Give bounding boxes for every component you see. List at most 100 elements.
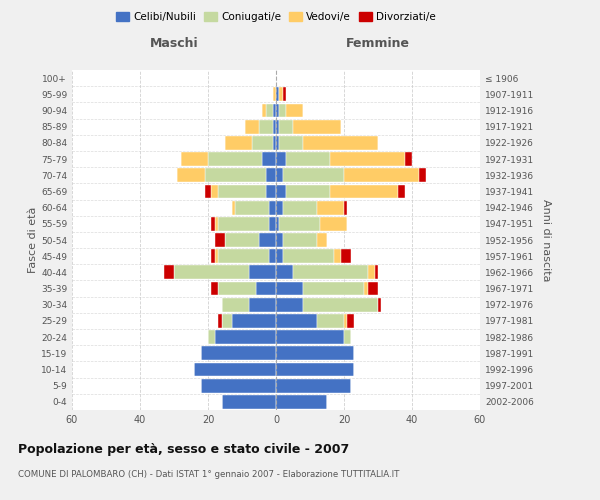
Bar [269,217,276,230]
Bar [218,250,269,263]
Text: COMUNE DI PALOMBARO (CH) - Dati ISTAT 1° gennaio 2007 - Elaborazione TUTTITALIA.: COMUNE DI PALOMBARO (CH) - Dati ISTAT 1°… [18,470,400,479]
Bar [276,152,286,166]
Bar [218,314,221,328]
Bar [276,217,280,230]
Bar [262,104,266,118]
Bar [344,200,347,214]
Bar [334,250,341,263]
Bar [205,168,266,182]
Bar [218,184,266,198]
Bar [269,250,276,263]
Text: Femmine: Femmine [346,37,410,50]
Bar [259,233,276,247]
Bar [211,250,215,263]
Bar [368,282,378,296]
Bar [344,314,347,328]
Bar [181,152,208,166]
Bar [205,184,211,198]
Bar [259,120,272,134]
Bar [272,104,276,118]
Bar [232,314,276,328]
Bar [276,88,280,101]
Bar [317,233,327,247]
Bar [215,330,276,344]
Bar [276,362,354,376]
Bar [317,314,344,328]
Bar [164,266,174,280]
Bar [344,168,419,182]
Bar [280,88,283,101]
Bar [232,200,235,214]
Bar [276,250,283,263]
Bar [266,168,276,182]
Bar [215,217,218,230]
Text: Popolazione per età, sesso e stato civile - 2007: Popolazione per età, sesso e stato civil… [18,442,349,456]
Bar [276,168,283,182]
Bar [235,200,269,214]
Bar [283,200,317,214]
Bar [280,120,293,134]
Bar [347,314,354,328]
Bar [419,168,425,182]
Bar [280,136,303,149]
Bar [303,136,378,149]
Bar [208,330,215,344]
Bar [320,217,347,230]
Bar [341,250,351,263]
Bar [283,168,344,182]
Bar [201,379,276,392]
Bar [262,152,276,166]
Bar [266,184,276,198]
Bar [283,88,286,101]
Text: Maschi: Maschi [149,37,199,50]
Bar [225,136,252,149]
Bar [178,168,205,182]
Bar [221,395,276,409]
Y-axis label: Fasce di età: Fasce di età [28,207,38,273]
Bar [272,88,276,101]
Bar [245,120,259,134]
Bar [272,136,276,149]
Legend: Celibi/Nubili, Coniugati/e, Vedovi/e, Divorziati/e: Celibi/Nubili, Coniugati/e, Vedovi/e, Di… [112,8,440,26]
Bar [276,136,280,149]
Bar [276,282,303,296]
Bar [201,346,276,360]
Bar [293,120,341,134]
Bar [344,330,351,344]
Bar [293,266,368,280]
Bar [218,217,269,230]
Bar [211,282,218,296]
Bar [194,362,276,376]
Bar [269,200,276,214]
Bar [211,184,218,198]
Bar [331,184,398,198]
Y-axis label: Anni di nascita: Anni di nascita [541,198,551,281]
Bar [286,184,331,198]
Bar [364,282,368,296]
Bar [225,233,259,247]
Bar [276,104,280,118]
Bar [276,395,327,409]
Bar [215,233,225,247]
Bar [283,233,317,247]
Bar [249,266,276,280]
Bar [221,314,232,328]
Bar [374,266,378,280]
Bar [303,282,364,296]
Bar [276,120,280,134]
Bar [303,298,378,312]
Bar [276,330,344,344]
Bar [218,282,256,296]
Bar [276,233,283,247]
Bar [276,314,317,328]
Bar [215,250,218,263]
Bar [317,200,344,214]
Bar [280,104,286,118]
Bar [266,104,272,118]
Bar [405,152,412,166]
Bar [276,298,303,312]
Bar [283,250,334,263]
Bar [276,184,286,198]
Bar [286,152,331,166]
Bar [249,298,276,312]
